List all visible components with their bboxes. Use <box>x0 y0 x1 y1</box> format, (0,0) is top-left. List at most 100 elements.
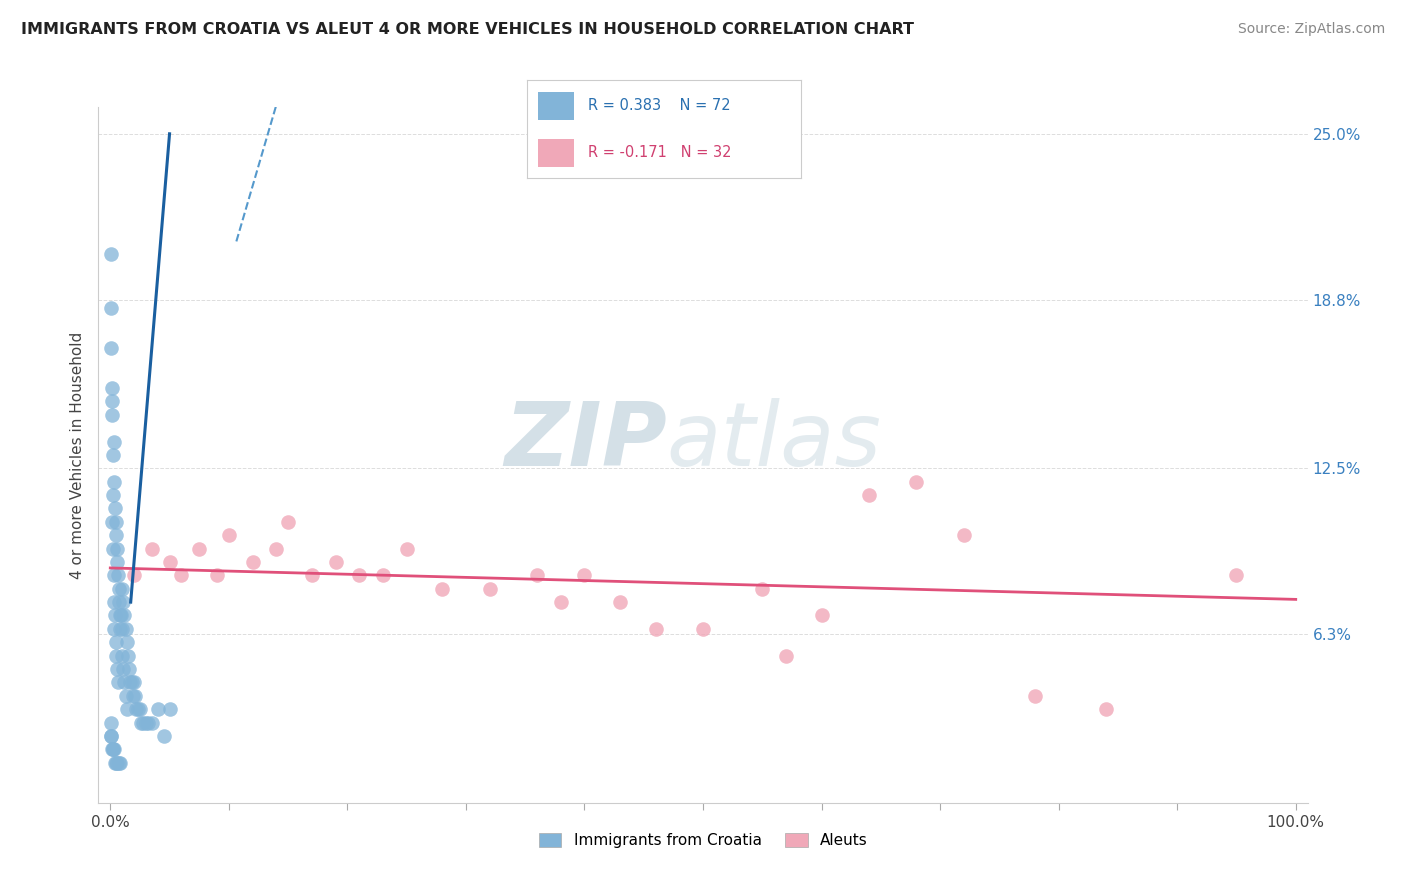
Point <box>100 729 122 743</box>
Point <box>242 555 264 569</box>
Point <box>205 568 228 582</box>
Point <box>105 662 128 676</box>
Point <box>115 635 138 649</box>
Point <box>136 715 159 730</box>
Point <box>114 675 136 690</box>
Point <box>101 488 124 502</box>
Text: R = 0.383    N = 72: R = 0.383 N = 72 <box>588 98 730 113</box>
Point <box>127 702 149 716</box>
Point <box>105 756 128 770</box>
Text: atlas: atlas <box>666 398 882 484</box>
Point <box>104 608 127 623</box>
Text: Source: ZipAtlas.com: Source: ZipAtlas.com <box>1237 22 1385 37</box>
Point <box>952 528 974 542</box>
Point <box>122 675 145 690</box>
Point <box>114 689 136 703</box>
Point <box>107 675 129 690</box>
Point <box>100 341 122 355</box>
Point <box>108 595 131 609</box>
Point <box>104 756 127 770</box>
Point <box>574 568 596 582</box>
Point <box>110 622 132 636</box>
Point <box>325 555 347 569</box>
Point <box>101 408 124 422</box>
Point <box>121 689 143 703</box>
Point <box>277 515 299 529</box>
Point <box>100 247 122 261</box>
Point <box>526 568 548 582</box>
Point <box>111 648 134 663</box>
Point <box>159 702 181 716</box>
Point <box>141 715 163 730</box>
Point <box>105 528 128 542</box>
Point <box>100 729 122 743</box>
Point <box>110 608 132 623</box>
Point <box>692 622 714 636</box>
Point <box>105 541 128 556</box>
Text: R = -0.171   N = 32: R = -0.171 N = 32 <box>588 145 731 161</box>
Point <box>135 715 157 730</box>
Legend: Immigrants from Croatia, Aleuts: Immigrants from Croatia, Aleuts <box>533 827 873 855</box>
Point <box>101 448 124 462</box>
Point <box>105 555 128 569</box>
Point <box>132 715 155 730</box>
Point <box>550 595 572 609</box>
Point <box>110 622 132 636</box>
Point <box>103 568 125 582</box>
Point <box>101 742 124 756</box>
Point <box>644 622 666 636</box>
Point <box>103 541 125 556</box>
Point <box>478 582 501 596</box>
FancyBboxPatch shape <box>538 92 574 120</box>
Point <box>107 568 129 582</box>
Point <box>609 595 631 609</box>
Point <box>1024 689 1046 703</box>
Point <box>810 608 832 623</box>
Point <box>120 675 142 690</box>
Point <box>114 608 136 623</box>
Point <box>159 555 181 569</box>
Text: ZIP: ZIP <box>503 398 666 484</box>
Point <box>101 394 124 409</box>
Point <box>347 568 370 582</box>
Point <box>129 702 152 716</box>
Point <box>141 541 163 556</box>
Point <box>395 541 418 556</box>
Point <box>905 475 928 489</box>
Point <box>218 528 240 542</box>
Point <box>124 689 146 703</box>
Point <box>108 608 131 623</box>
FancyBboxPatch shape <box>538 139 574 167</box>
Point <box>101 515 124 529</box>
Point <box>103 622 125 636</box>
Point <box>117 648 139 663</box>
Point <box>170 568 193 582</box>
Point <box>105 756 128 770</box>
Point <box>371 568 394 582</box>
Point <box>118 662 141 676</box>
Y-axis label: 4 or more Vehicles in Household: 4 or more Vehicles in Household <box>69 331 84 579</box>
Point <box>107 756 129 770</box>
Point <box>111 582 134 596</box>
Point <box>107 582 129 596</box>
Point <box>112 662 135 676</box>
Point <box>121 675 143 690</box>
Point <box>103 434 125 449</box>
Point <box>101 742 124 756</box>
Point <box>152 729 174 743</box>
Point <box>103 595 125 609</box>
Point <box>104 515 127 529</box>
Point <box>188 541 211 556</box>
Text: IMMIGRANTS FROM CROATIA VS ALEUT 4 OR MORE VEHICLES IN HOUSEHOLD CORRELATION CHA: IMMIGRANTS FROM CROATIA VS ALEUT 4 OR MO… <box>21 22 914 37</box>
Point <box>432 582 454 596</box>
Point <box>122 568 145 582</box>
Point <box>103 742 125 756</box>
Point <box>146 702 169 716</box>
Point <box>264 541 287 556</box>
Point <box>858 488 880 502</box>
Point <box>115 702 138 716</box>
Point <box>125 702 148 716</box>
Point <box>103 475 125 489</box>
Point <box>105 635 128 649</box>
Point <box>104 501 127 516</box>
